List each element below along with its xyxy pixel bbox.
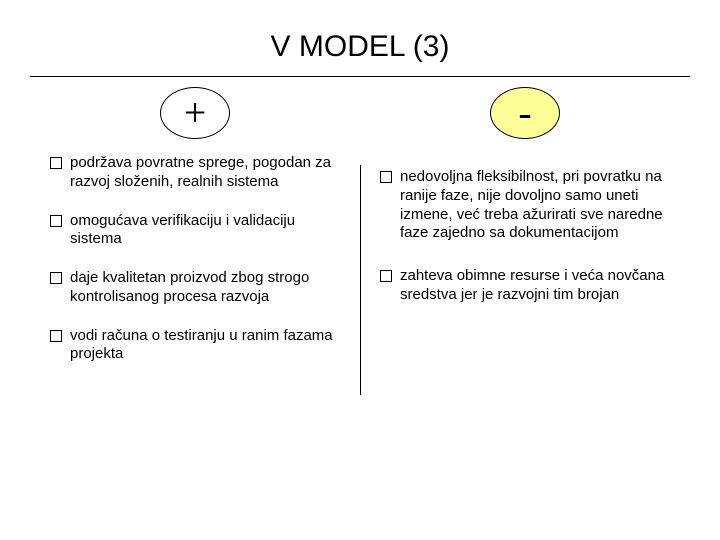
cons-column: nedovoljna fleksibilnost, pri povratku n… bbox=[360, 154, 690, 384]
list-item: nedovoljna fleksibilnost, pri povratku n… bbox=[380, 168, 672, 243]
list-item: omogućava verifikaciju i validaciju sist… bbox=[50, 212, 342, 250]
slide-root: V MODEL (3) + - podržava povratne sprege… bbox=[0, 0, 720, 540]
list-item: vodi računa o testiranju u ranim fazama … bbox=[50, 327, 342, 365]
slide-title: V MODEL (3) bbox=[30, 30, 690, 64]
pros-column: podržava povratne sprege, pogodan za raz… bbox=[30, 154, 360, 384]
plus-badge: + bbox=[160, 87, 230, 139]
title-underline bbox=[30, 76, 690, 77]
pros-list: podržava povratne sprege, pogodan za raz… bbox=[50, 154, 342, 364]
minus-badge: - bbox=[490, 87, 560, 139]
cons-list: nedovoljna fleksibilnost, pri povratku n… bbox=[380, 168, 672, 305]
list-item: daje kvalitetan proizvod zbog strogo kon… bbox=[50, 269, 342, 307]
column-divider bbox=[360, 165, 361, 395]
list-item: podržava povratne sprege, pogodan za raz… bbox=[50, 154, 342, 192]
list-item: zahteva obimne resurse i veća novčana sr… bbox=[380, 267, 672, 305]
badge-row: + - bbox=[30, 87, 690, 139]
